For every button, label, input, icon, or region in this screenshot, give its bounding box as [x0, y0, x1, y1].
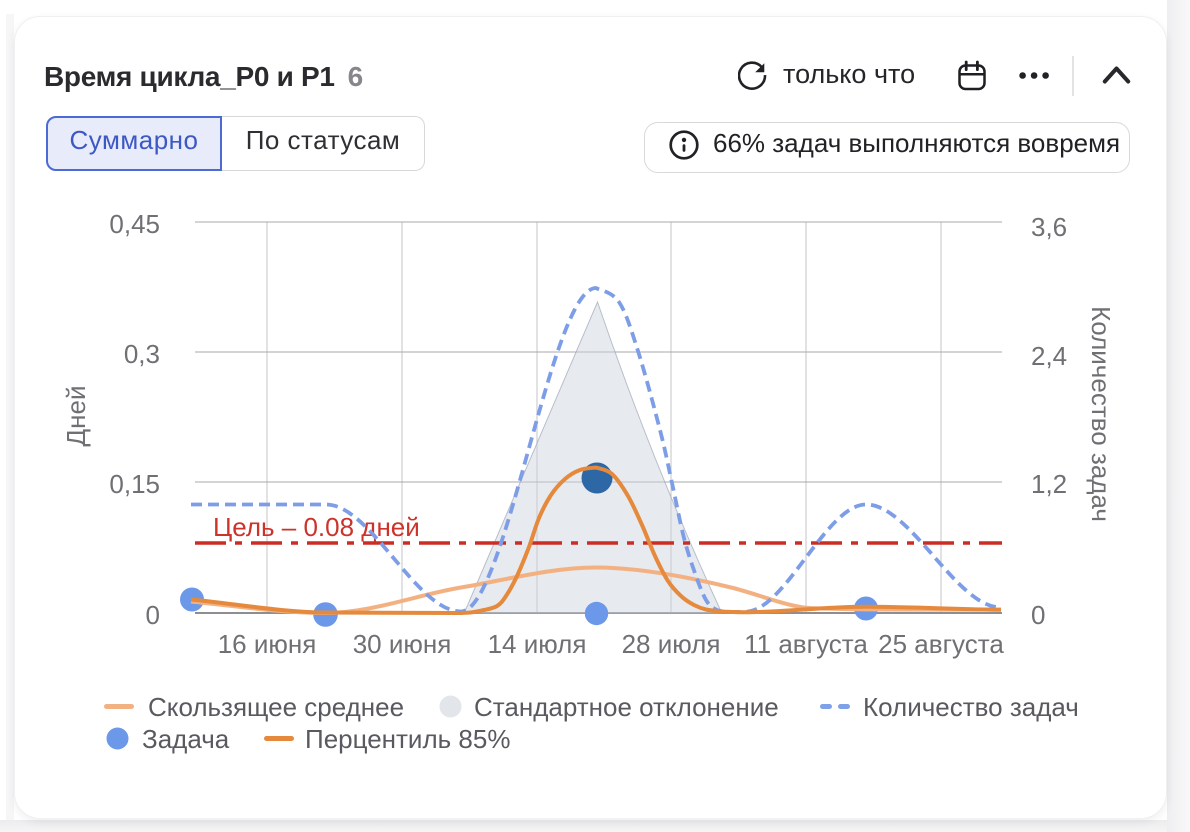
svg-text:0,3: 0,3	[124, 339, 160, 369]
svg-text:0,45: 0,45	[109, 209, 160, 239]
svg-text:2,4: 2,4	[1031, 341, 1067, 371]
svg-text:11 августа: 11 августа	[744, 629, 868, 659]
svg-text:28 июля: 28 июля	[622, 629, 721, 659]
svg-text:3,6: 3,6	[1031, 212, 1067, 242]
svg-text:1,2: 1,2	[1031, 469, 1067, 499]
svg-text:0: 0	[146, 600, 160, 630]
svg-text:Цель – 0.08 дней: Цель – 0.08 дней	[213, 512, 420, 542]
svg-text:0: 0	[1031, 600, 1045, 630]
svg-text:Количество задач: Количество задач	[1086, 306, 1116, 522]
svg-text:16 июня: 16 июня	[218, 629, 317, 659]
svg-text:14 июля: 14 июля	[488, 629, 587, 659]
svg-text:30 июня: 30 июня	[353, 629, 452, 659]
svg-text:25 августа: 25 августа	[878, 629, 1004, 659]
svg-text:0,15: 0,15	[109, 469, 160, 499]
svg-text:Дней: Дней	[61, 386, 91, 447]
